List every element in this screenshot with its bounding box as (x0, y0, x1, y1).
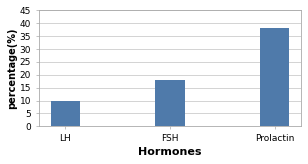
Y-axis label: percentage(%): percentage(%) (7, 28, 17, 109)
Bar (260, 29, 289, 126)
Bar (51, 101, 80, 126)
Bar (155, 80, 184, 126)
X-axis label: Hormones: Hormones (138, 147, 202, 157)
